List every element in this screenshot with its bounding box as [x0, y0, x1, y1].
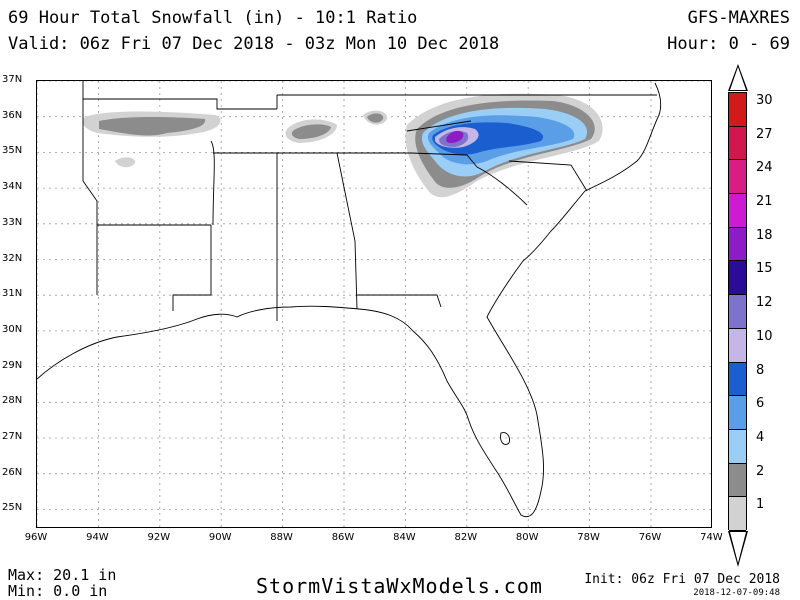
legend-swatch: [729, 227, 746, 262]
lon-label: 88W: [270, 532, 293, 543]
lon-label: 82W: [454, 532, 478, 543]
lat-lon-grid: [37, 81, 711, 527]
lon-label: 94W: [86, 532, 109, 543]
snowfall-map: [36, 80, 712, 528]
legend-swatch: [729, 93, 746, 127]
forecast-hour: Hour: 0 - 69: [667, 34, 790, 54]
lake-okeechobee: [500, 432, 510, 445]
lat-label: 31N: [2, 288, 23, 300]
valid-time: Valid: 06z Fri 07 Dec 2018 - 03z Mon 10 …: [8, 34, 500, 54]
lat-label: 32N: [2, 252, 23, 264]
snow-area-1in: [115, 157, 136, 168]
lon-label: 80W: [515, 532, 539, 543]
legend-swatch: [729, 295, 746, 329]
legend-label: 30: [756, 93, 773, 108]
state-boundaries: [37, 81, 662, 518]
init-time: Init: 06z Fri 07 Dec 2018: [584, 572, 780, 587]
legend-label: 6: [756, 396, 765, 412]
legend-swatch: [729, 261, 746, 296]
legend-label: 21: [756, 194, 773, 210]
legend-label: 4: [756, 429, 765, 445]
gulf-atlantic-coastline: [37, 82, 662, 518]
min-value: Min: 0.0 in: [8, 582, 108, 600]
legend-label: 10: [756, 328, 773, 344]
legend-label: 15: [756, 261, 773, 277]
lat-label: 37N: [2, 74, 23, 85]
generated-stamp: 2018-12-07-09:48: [693, 588, 780, 598]
legend-swatch: [729, 396, 746, 430]
legend-swatch: [729, 497, 746, 531]
legend-swatch: [729, 463, 746, 498]
lat-label: 34N: [2, 181, 23, 193]
snow-area-2in: [99, 117, 206, 136]
legend-label: 1: [756, 497, 765, 513]
snow-area-2in: [291, 124, 331, 139]
legend-swatch: [729, 362, 746, 397]
lon-label: 78W: [577, 532, 600, 543]
legend-label: 8: [756, 362, 765, 378]
lon-label: 84W: [393, 532, 416, 543]
max-value: Max: 20.1 in: [8, 566, 117, 584]
lat-label: 25N: [2, 502, 23, 514]
lat-label: 33N: [2, 216, 23, 228]
lat-label: 27N: [2, 431, 23, 442]
lat-label: 36N: [2, 109, 23, 121]
legend-top-arrow-icon: [728, 64, 748, 91]
lon-label: 76W: [638, 532, 662, 543]
lon-label: 90W: [208, 532, 232, 543]
model-name: GFS-MAXRES: [687, 8, 790, 28]
site-name: StormVistaWxModels.com: [256, 574, 543, 598]
lat-label: 28N: [2, 395, 23, 407]
lat-label: 26N: [2, 466, 23, 478]
lat-label: 35N: [2, 145, 23, 157]
legend-bottom-arrow-icon: [728, 531, 748, 567]
lat-label: 30N: [2, 323, 23, 335]
legend-swatch: [729, 126, 746, 161]
legend-label: 18: [756, 227, 773, 243]
legend-swatch: [729, 194, 746, 228]
legend-swatch: [729, 160, 746, 195]
legend-label: 12: [756, 295, 773, 311]
lon-label: 92W: [147, 532, 171, 543]
lon-label: 96W: [24, 532, 48, 543]
snow-area-15in: [446, 130, 464, 143]
lat-label: 29N: [2, 359, 23, 371]
snowfall-legend: [728, 92, 747, 531]
legend-label: 2: [756, 463, 765, 479]
legend-label: 27: [756, 126, 773, 142]
snow-area-2in: [367, 113, 384, 123]
legend-swatch: [729, 429, 746, 464]
lon-label: 86W: [331, 532, 355, 543]
legend-swatch: [729, 328, 746, 363]
map-canvas: [37, 81, 711, 527]
legend-label: 24: [756, 160, 773, 176]
lon-label: 74W: [700, 532, 723, 543]
map-title: 69 Hour Total Snowfall (in) - 10:1 Ratio: [8, 8, 418, 28]
